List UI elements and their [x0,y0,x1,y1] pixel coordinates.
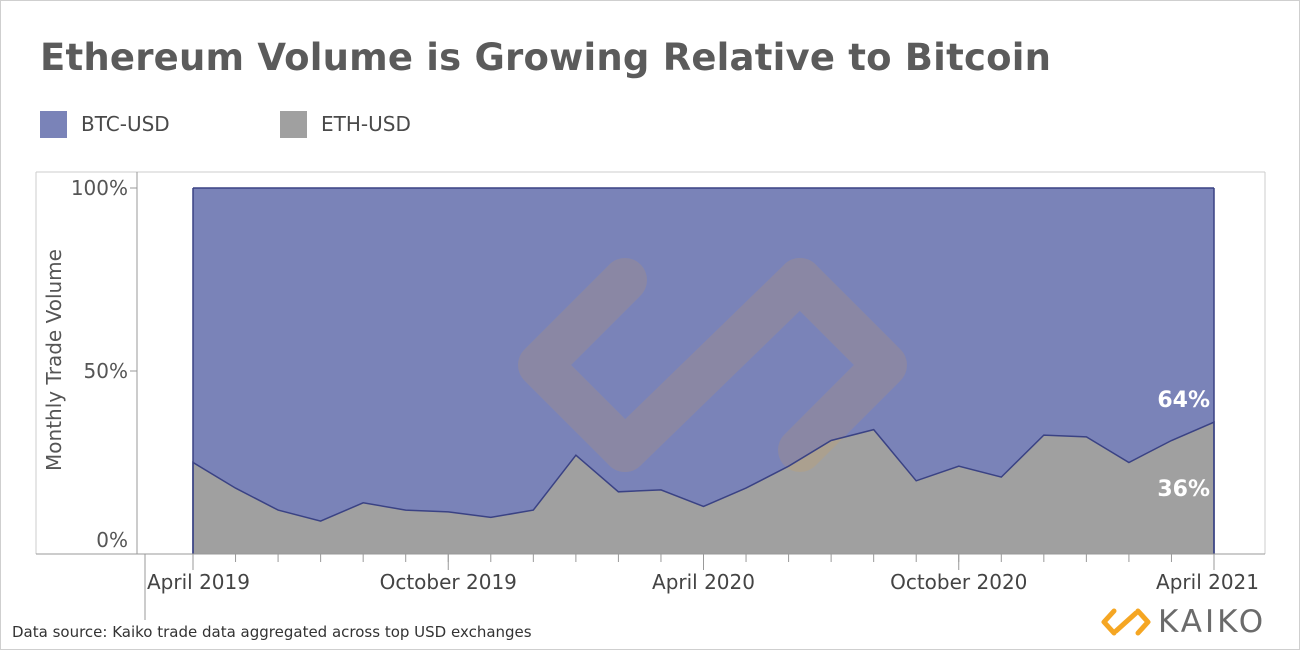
legend-item-btc: BTC-USD [40,110,170,138]
area-eth-usd [193,422,1214,554]
legend-label-btc: BTC-USD [81,112,170,136]
brand-name: KAIKO [1158,604,1267,640]
annotation-eth-percent: 36% [1157,477,1210,502]
area-btc-usd [193,188,1214,554]
series-line-eth-usd [192,421,1215,554]
x-tick-label: April 2020 [652,570,755,594]
legend-label-eth: ETH-USD [321,112,411,136]
x-tick-label: October 2019 [380,570,517,594]
kaiko-logo-icon [1101,608,1151,636]
legend-swatch-btc [40,110,67,138]
kaiko-watermark-icon [518,258,907,472]
x-tick-label: April 2019 [147,570,250,594]
y-axis: 0% 50% 100% [71,172,138,555]
legend-item-eth: ETH-USD [280,110,411,138]
legend-swatch-eth [280,110,307,138]
x-tick-label: April 2021 [1156,570,1259,594]
y-tick-label: 0% [96,528,128,552]
annotation-btc-percent: 64% [1157,388,1210,413]
x-axis: April 2019 October 2019 April 2020 October … [36,553,1265,620]
chart-title: Ethereum Volume is Growing Relative to B… [40,36,1052,79]
x-tick-label: October 2020 [890,570,1027,594]
y-axis-label: Monthly Trade Volume [42,249,66,471]
y-tick-label: 100% [71,176,128,200]
data-source-note: Data source: Kaiko trade data aggregated… [12,623,532,641]
y-tick-label: 50% [84,359,128,383]
brand-logo: KAIKO [1100,604,1266,640]
